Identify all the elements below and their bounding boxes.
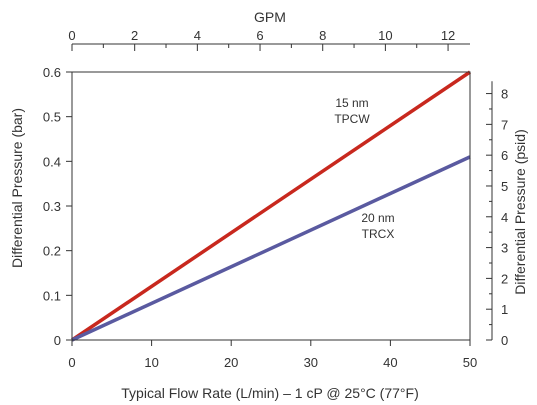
x-tick-label: 20 bbox=[224, 355, 238, 370]
y-tick-label: 0.3 bbox=[43, 199, 61, 214]
y-tick-label: 0.6 bbox=[43, 65, 61, 80]
x-tick-label: 40 bbox=[383, 355, 397, 370]
y-tick-label: 0.4 bbox=[43, 154, 61, 169]
right-tick-label: 2 bbox=[501, 271, 508, 286]
y-axis-title: Differential Pressure (bar) bbox=[9, 108, 25, 268]
right-axis-title: Differential Pressure (psid) bbox=[512, 129, 528, 294]
right-tick-label: 0 bbox=[501, 333, 508, 348]
top-tick-label: 2 bbox=[131, 28, 138, 43]
top-tick-label: 10 bbox=[378, 28, 392, 43]
series-layer bbox=[71, 70, 471, 342]
right-tick-label: 7 bbox=[501, 117, 508, 132]
x-tick-label: 10 bbox=[144, 355, 158, 370]
right-tick-label: 5 bbox=[501, 179, 508, 194]
series-label-1: TRCX bbox=[362, 227, 395, 241]
series-line-0 bbox=[71, 70, 471, 342]
right-tick-label: 8 bbox=[501, 87, 508, 102]
series-label-0: 15 nm bbox=[335, 96, 368, 110]
top-tick-label: 8 bbox=[319, 28, 326, 43]
right-tick-label: 6 bbox=[501, 148, 508, 163]
series-line-1 bbox=[71, 155, 471, 342]
top-tick-label: 6 bbox=[256, 28, 263, 43]
series-label-0: TPCW bbox=[334, 112, 370, 126]
x-axis-title: Typical Flow Rate (L/min) – 1 cP @ 25°C … bbox=[121, 385, 418, 401]
series-label-1: 20 nm bbox=[361, 211, 394, 225]
y-tick-label: 0.2 bbox=[43, 244, 61, 259]
right-tick-label: 3 bbox=[501, 241, 508, 256]
top-tick-label: 12 bbox=[441, 28, 455, 43]
y-tick-label: 0 bbox=[54, 333, 61, 348]
y-tick-label: 0.1 bbox=[43, 288, 61, 303]
x-tick-label: 50 bbox=[463, 355, 477, 370]
right-tick-label: 1 bbox=[501, 302, 508, 317]
top-tick-label: 4 bbox=[194, 28, 201, 43]
top-tick-label: 0 bbox=[68, 28, 75, 43]
top-axis-title: GPM bbox=[254, 9, 286, 25]
x-tick-label: 0 bbox=[68, 355, 75, 370]
x-tick-label: 30 bbox=[304, 355, 318, 370]
right-tick-label: 4 bbox=[501, 210, 508, 225]
series-labels: 15 nm TPCW 20 nm TRCX bbox=[334, 96, 394, 241]
y-tick-label: 0.5 bbox=[43, 110, 61, 125]
